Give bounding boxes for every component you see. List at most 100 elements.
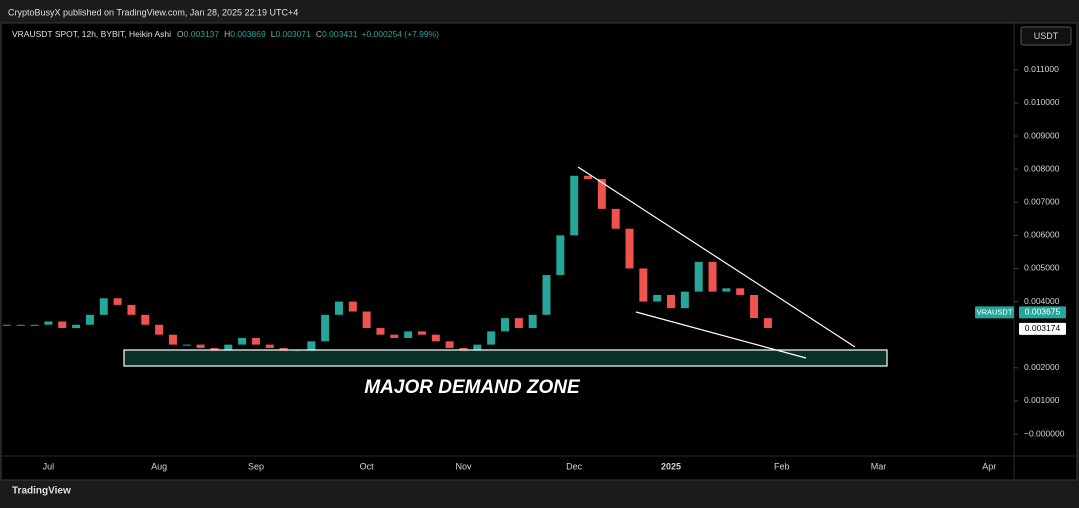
candle [736,288,745,295]
candle [238,337,247,345]
candle [763,318,772,329]
legend-title: VRAUSDT SPOT, 12h, BYBIT, Heikin Ashi [12,29,171,39]
y-tick-label: −0.000000 [1024,428,1065,438]
trend-line [635,311,807,359]
candle [597,179,606,209]
x-tick-label: Sep [248,461,264,471]
ohlc-label: O [177,29,184,39]
chart-panel [0,22,1078,481]
candle [611,208,620,229]
marker-price-label: 0.003174 [1025,323,1061,333]
y-tick-label: 0.002000 [1024,362,1060,372]
candle [85,314,94,325]
currency-button[interactable] [1020,26,1072,46]
x-tick-label: Aug [151,461,167,471]
candle [390,334,399,338]
candle [265,344,274,348]
candle [501,318,509,332]
candle [708,261,717,292]
y-tick-label: 0.007000 [1024,197,1060,207]
last-price-label: 0.003675 [1025,307,1061,317]
candle [127,304,136,315]
candle [653,294,662,302]
y-tick-label: 0.004000 [1024,296,1060,306]
candle [99,298,108,315]
candle [16,324,25,326]
candle [667,294,676,309]
candle [348,301,357,312]
candle [30,324,39,326]
candle [44,321,53,325]
y-tick-label: 0.010000 [1024,97,1060,107]
candle [72,324,81,329]
candle [155,324,164,335]
x-tick-label: Feb [774,461,790,471]
candle [58,321,67,329]
candle [750,294,759,319]
change: +0.000254 (+7.99%) [362,29,440,39]
candle [556,235,565,276]
candle [445,341,454,348]
candle [542,275,551,315]
y-tick-label: 0.001000 [1024,395,1060,405]
ohlc-label: L [271,29,276,39]
candle [625,228,634,269]
ohlc-value: 0.003137 [184,29,220,39]
symbol-tag [975,306,1014,319]
currency: USDT [1034,31,1059,41]
ohlc-label: C [316,29,322,39]
symbol-tag-label: VRAUSDT [977,307,1013,316]
x-tick-label: Apr [982,461,996,471]
x-tick-label: Dec [566,461,583,471]
x-tick-label: Jul [43,461,55,471]
candle [196,344,205,348]
candle [528,314,537,329]
x-tick-label: 2025 [661,461,681,471]
trend-line [577,166,856,348]
candle [487,331,496,345]
candle [334,301,343,315]
demand-zone [123,349,888,367]
candle [694,261,703,292]
candle [722,288,731,292]
candle [404,331,413,338]
plot: 0.011000 0.010000 0.009000 0.008000 0.007000… [2,64,1065,471]
x-tick-label: Oct [360,461,375,471]
y-tick-label: 0.005000 [1024,263,1060,273]
candle [321,314,330,342]
candle [473,344,482,352]
ohlc-label: H [224,29,230,39]
candle [141,314,150,325]
x-tick-label: Nov [455,461,472,471]
candle [376,328,385,335]
ohlc-value: 0.003431 [322,29,358,39]
y-tick-label: 0.011000 [1024,64,1059,74]
y-tick-label: 0.006000 [1024,230,1060,240]
candle [584,175,593,180]
candle [514,318,523,329]
y-tick-label: 0.008000 [1024,163,1060,173]
legend: VRAUSDT SPOT, 12h, BYBIT, Heikin Ashi O0.… [12,29,439,39]
ohlc-value: 0.003869 [230,29,266,39]
y-tick-label: 0.009000 [1024,130,1060,140]
candle [362,311,371,329]
candle [417,331,426,335]
candle [2,324,11,326]
candle [224,344,233,352]
candle [570,175,579,236]
annotation: MAJOR DEMAND ZONE [364,377,581,398]
last-price-tag [1019,306,1066,319]
x-tick-label: Mar [871,461,887,471]
candle [431,334,440,342]
candle [680,291,689,309]
publisher: CryptoBusyX published on TradingView.com… [8,7,298,17]
candle [251,337,260,345]
candle [639,268,648,302]
candle [113,298,122,305]
candle [307,341,316,352]
candle [168,334,177,345]
candle [182,344,191,346]
ohlc-value: 0.003071 [275,29,311,39]
